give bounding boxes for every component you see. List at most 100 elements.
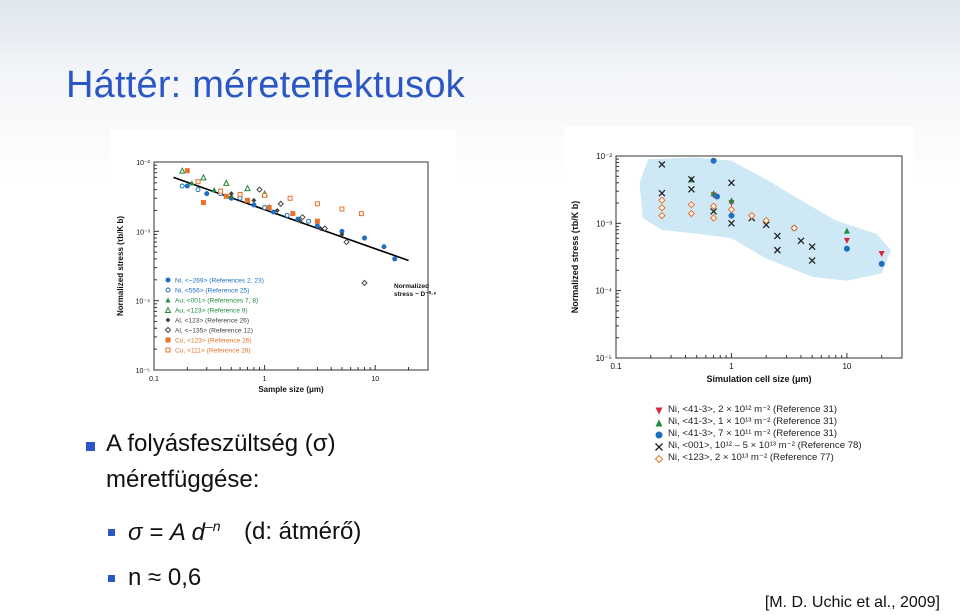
data-point	[790, 224, 798, 232]
data-point	[251, 197, 257, 203]
data-point	[727, 205, 736, 214]
data-point	[314, 223, 320, 229]
legend-marker	[165, 287, 171, 293]
data-point	[184, 168, 190, 174]
x-axis-label: Sample size (μm)	[258, 385, 324, 394]
legend-label: Ni, <41-3>, 1 × 10¹³ m⁻² (Reference 31)	[668, 416, 838, 427]
legend-label: Au, <123> (Reference 9)	[175, 308, 248, 315]
data-point	[339, 232, 345, 238]
data-point	[878, 260, 885, 267]
legend-marker	[165, 337, 171, 343]
data-point	[200, 200, 206, 206]
data-point	[687, 175, 695, 183]
data-point	[358, 211, 364, 217]
legend-marker	[655, 407, 663, 415]
data-point	[184, 183, 190, 189]
legend-label: Al, <123> (Reference 26)	[175, 318, 249, 325]
data-point	[843, 227, 850, 234]
data-point	[687, 209, 696, 218]
data-point	[658, 211, 666, 220]
data-point	[343, 238, 350, 246]
slide-title: Háttér: mérete­ffektusok	[66, 64, 465, 106]
data-point	[274, 207, 280, 213]
citation: [M. D. Uchic et al., 2009]	[764, 594, 940, 611]
legend-label: Ni, <001>, 10¹² – 5 × 10¹³ m⁻² (Referenc…	[668, 440, 862, 451]
legend-marker	[165, 297, 171, 303]
data-point	[362, 235, 368, 241]
data-point	[284, 212, 290, 218]
data-point	[808, 257, 816, 265]
right-figure: 0.1 1 10 10⁻² 10⁻³ 10⁻⁴ 10⁻⁵ Simulation cell si…	[564, 126, 914, 396]
y-tick-label: 10⁻²	[136, 160, 150, 167]
data-point	[728, 197, 735, 204]
data-point	[748, 211, 756, 220]
legend-label: Ni, <556> (Reference 25)	[175, 288, 249, 295]
x-tick-label: 1	[729, 362, 734, 371]
data-point	[709, 202, 718, 210]
y-axis-label: Normalized stress (τb/K b)	[116, 216, 125, 316]
y-axis-label: Normalized stress (τb/K b)	[570, 201, 580, 314]
formula-note: (d: átmérő)	[244, 518, 362, 545]
formula: σ = A d–n	[128, 518, 221, 547]
data-point	[195, 187, 201, 193]
data-point	[710, 157, 717, 164]
legend-marker	[164, 306, 172, 313]
data-point	[262, 192, 268, 198]
y-tick-label: 10⁻³	[136, 229, 150, 236]
data-point	[762, 216, 770, 225]
data-point	[251, 202, 257, 208]
formula-exponent: –n	[204, 518, 221, 534]
legend-marker-shape	[655, 419, 663, 427]
legend-marker-shape	[655, 443, 663, 451]
exponent-value: n ≈ 0,6	[128, 564, 202, 591]
data-point	[728, 212, 735, 219]
data-point	[200, 173, 207, 181]
fit-line	[173, 176, 409, 262]
legend-marker	[654, 454, 664, 464]
data-point	[195, 179, 201, 185]
data-point	[266, 205, 272, 211]
data-point	[727, 179, 735, 187]
data-point	[237, 191, 243, 197]
x-axis-label: Simulation cell size (μm)	[706, 374, 811, 384]
data-point	[843, 245, 850, 252]
plot-frame	[615, 155, 903, 359]
bullet-line-2: méretfüggése:	[106, 466, 260, 493]
data-point	[306, 218, 312, 224]
data-point	[287, 195, 293, 201]
data-point	[270, 209, 276, 215]
data-point	[392, 256, 398, 262]
data-point	[361, 279, 368, 287]
data-point	[797, 237, 805, 245]
legend-label: Al, <~135> (Reference 12)	[175, 328, 253, 335]
y-tick-label: 10⁻⁵	[596, 354, 612, 363]
bullet-line-1: A folyásfeszültség (σ)	[106, 430, 336, 457]
y-tick-label: 10⁻²	[596, 152, 612, 161]
data-point	[317, 225, 323, 231]
legend-label: Cu, <123> (Reference 26)	[175, 338, 252, 345]
data-point	[381, 244, 387, 250]
data-point	[339, 206, 345, 212]
data-point	[290, 211, 296, 217]
legend-marker-shape	[655, 407, 663, 415]
data-point	[658, 189, 666, 197]
data-point	[211, 187, 217, 193]
sub-bullet-marker	[108, 529, 115, 536]
x-tick-label: 0.1	[149, 376, 159, 383]
data-point	[244, 197, 250, 203]
data-point	[727, 219, 735, 227]
legend-marker	[655, 419, 663, 427]
data-point	[297, 218, 303, 224]
plot-frame	[153, 161, 429, 371]
fit-annotation: stress ~ D⁻⁰·⁶	[394, 290, 436, 298]
x-tick-label: 10	[371, 376, 379, 383]
y-tick-label: 10⁻⁴	[595, 287, 612, 296]
right-scatter-chart: 0.1 1 10 10⁻² 10⁻³ 10⁻⁴ 10⁻⁵ Simulation cell si…	[570, 152, 903, 384]
legend-label: Ni, <41-3>, 7 × 10¹¹ m⁻² (Reference 31)	[668, 428, 838, 439]
data-point	[189, 180, 195, 186]
legend-label: Ni, <123>, 2 × 10¹³ m⁻² (Reference 77)	[668, 452, 834, 463]
data-point	[314, 218, 320, 224]
data-point	[808, 243, 816, 251]
data-point	[228, 191, 234, 197]
data-point	[244, 184, 251, 192]
